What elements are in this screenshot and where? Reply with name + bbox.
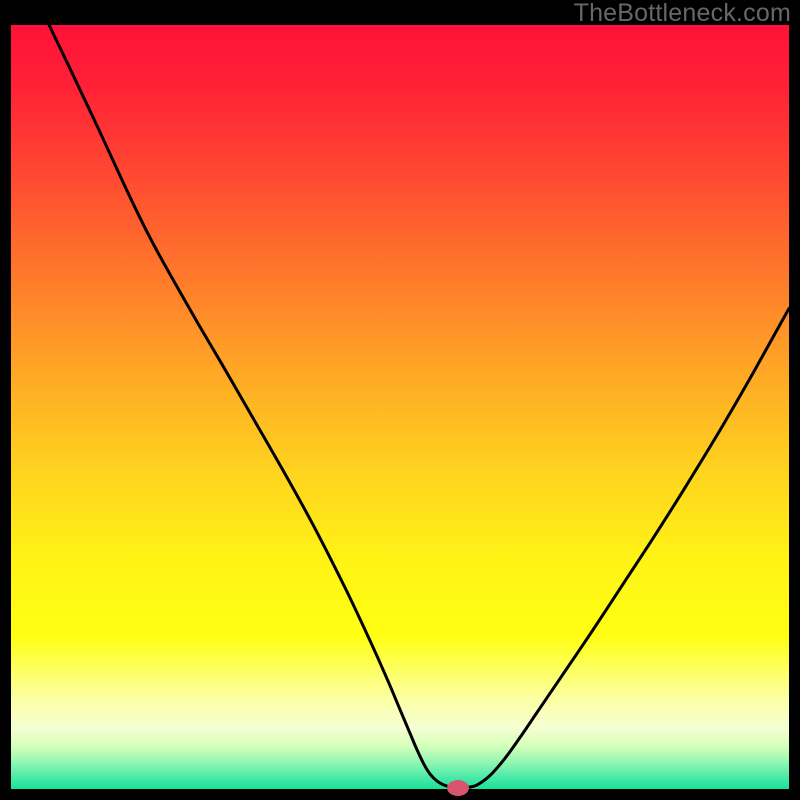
watermark-text: TheBottleneck.com [574,0,791,28]
plot-area [11,25,789,789]
bottleneck-curve [11,25,789,789]
optimal-point-marker [447,780,469,796]
figure-frame: TheBottleneck.com [0,0,800,800]
